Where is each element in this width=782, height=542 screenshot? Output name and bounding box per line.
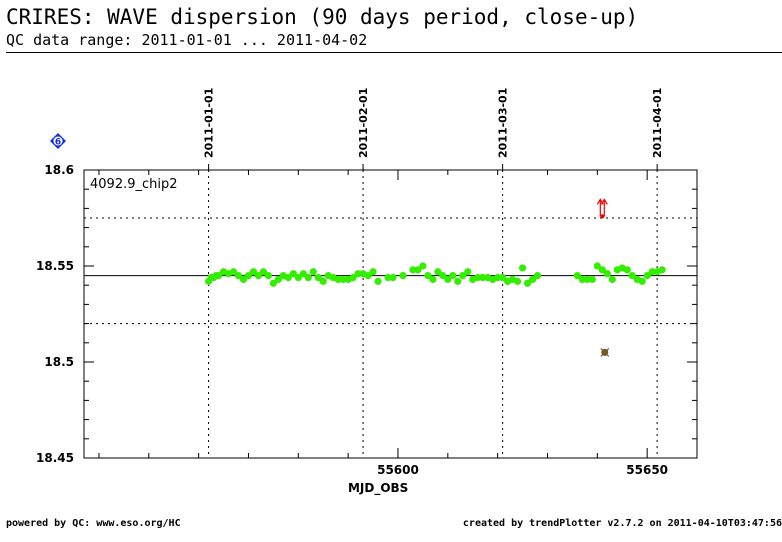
data-point [339,275,347,284]
data-point [583,275,591,284]
data-point [648,268,656,276]
data-point [643,272,651,280]
data-point [294,273,302,282]
data-point [399,272,407,280]
data-point [349,273,357,282]
data-point [578,275,586,284]
page-subtitle: QC data range: 2011-01-01 ... 2011-04-02 [6,31,368,49]
data-point [414,266,422,274]
data-point [334,275,342,284]
data-point [319,277,327,285]
data-point [369,268,377,276]
x-axis-label: MJD_OBS [348,481,408,496]
data-point [479,273,487,282]
data-point [533,272,542,280]
marker-badge-center [53,136,63,146]
data-point [419,262,427,270]
data-point [249,268,258,276]
data-point [499,273,507,282]
data-point [528,275,537,284]
data-point [424,272,432,280]
x-tick-label: 55650 [626,463,668,477]
data-point [254,272,263,280]
data-point [244,272,253,280]
y-tick-label: 18.45 [36,451,74,465]
data-point [434,268,442,276]
data-point [593,262,601,270]
data-point [494,273,502,282]
data-point [239,275,248,284]
data-point [374,277,382,285]
data-point [274,275,282,284]
data-point [603,270,611,278]
y-tick-label: 18.55 [36,259,74,273]
data-point [309,268,317,276]
data-point [384,273,392,282]
date-tick-label: 2011-03-01 [497,88,510,158]
data-point [314,273,322,282]
plot-area: 2011-01-01 2011-02-01 2011-03-01 2011-04-01… [36,88,698,496]
data-point [389,273,397,282]
data-point [658,266,666,274]
data-point [234,272,243,280]
data-point [439,272,447,280]
data-point [474,273,482,282]
data-point [444,275,452,284]
data-point [269,279,277,287]
data-point [598,266,606,274]
data-point [229,268,238,276]
footer-powered-by: powered by QC: www.eso.org/HC [6,518,181,529]
page-title: CRIRES: WAVE dispersion (90 days period,… [6,5,639,29]
data-point [429,275,437,284]
outlier-star [600,347,610,357]
data-point [459,272,467,280]
marker-badge-label: 6 [55,138,61,148]
plot-frame [83,169,698,459]
data-point [588,275,596,284]
date-tick-label: 2011-04-01 [651,88,664,158]
footer-created-by: created by trendPlotter v2.7.2 on 2011-0… [462,518,782,529]
data-point [623,266,631,274]
data-point [608,275,616,284]
y-tick-label: 18.6 [44,163,74,177]
header-divider [6,52,782,53]
data-point [638,277,646,285]
panel-label: 4092.9_chip2 [90,177,178,192]
data-point [513,277,522,285]
data-point [284,273,292,282]
data-point [518,264,527,272]
data-point [523,279,532,287]
data-point [214,272,223,280]
data-point [628,272,636,280]
data-point [299,270,307,278]
data-point [304,273,312,282]
date-tick-label: 2011-01-01 [203,88,216,158]
x-tick-label: 55600 [377,463,419,477]
data-point [354,270,362,278]
data-point [289,270,297,278]
date-tick-label: 2011-02-01 [357,88,370,158]
data-point [264,272,272,280]
data-point [409,266,417,274]
data-point [364,272,372,280]
data-point [449,272,457,280]
data-point [454,277,462,285]
y-tick-label: 18.5 [44,355,74,369]
outlier-arrow-head [600,198,608,205]
data-point [259,268,268,276]
data-point [573,272,581,280]
data-point [464,268,472,276]
outlier-point [600,214,605,219]
